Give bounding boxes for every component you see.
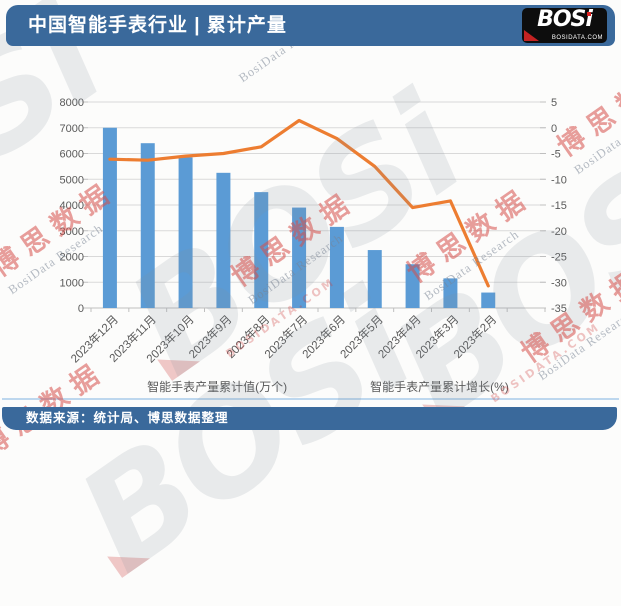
left-axis-tick-label: 8000	[60, 97, 84, 109]
bosi-logo-domain: BOSIDATA.COM	[551, 35, 603, 41]
bar	[254, 192, 269, 308]
legend-line-swatch-icon	[333, 384, 363, 388]
bar	[443, 278, 458, 308]
page-footer: 数据来源：统计局、博思数据整理	[2, 407, 617, 430]
legend-bar-swatch-icon	[112, 381, 140, 391]
legend-label: 智能手表产量累计值(万个)	[147, 379, 288, 394]
left-axis-tick-label: 4000	[60, 200, 84, 212]
page-header: 中国智能手表行业 | 累计产量 BOSi BOSIDATA.COM	[6, 5, 615, 46]
chart-plot: 8000 7000 6000 5000 4000 3000 2000 1000 0 5 0 -5 -10…	[60, 97, 567, 366]
bar	[140, 143, 155, 308]
legend-label: 智能手表产量累计增长(%)	[370, 379, 509, 394]
bar	[292, 207, 307, 308]
left-axis-tick-label: 2000	[60, 252, 84, 264]
right-axis-tick-label: -5	[551, 149, 561, 161]
right-axis-tick-label: -20	[551, 226, 567, 238]
watermark-logo-triangle	[107, 537, 150, 578]
bar	[216, 172, 231, 308]
bar	[102, 127, 117, 308]
logo-red-dot-icon	[587, 12, 591, 16]
left-axis-tick-label: 5000	[60, 174, 84, 186]
right-axis-tick-label: -10	[551, 174, 567, 186]
chart-area: 8000 7000 6000 5000 4000 3000 2000 1000 0 5 0 -5 -10…	[0, 95, 621, 387]
left-axis-tick-label: 1000	[60, 277, 84, 289]
left-axis-tick-label: 3000	[60, 226, 84, 238]
right-axis-tick-label: -35	[551, 303, 567, 315]
chart-legend: 智能手表产量累计值(万个) 智能手表产量累计增长(%)	[0, 377, 621, 395]
bar	[329, 226, 344, 308]
right-axis-tick-label: -25	[551, 252, 567, 264]
bar	[178, 157, 193, 308]
logo-red-triangle-icon	[524, 30, 539, 41]
legend-item-bars: 智能手表产量累计值(万个)	[112, 378, 287, 395]
legend-item-line: 智能手表产量累计增长(%)	[333, 378, 509, 395]
data-source-text: 数据来源：统计局、博思数据整理	[26, 411, 229, 425]
bosi-logo: BOSi BOSIDATA.COM	[522, 8, 607, 43]
bar	[405, 264, 420, 308]
page-title: 中国智能手表行业 | 累计产量	[28, 15, 287, 36]
bosi-logo-text: BOSi	[537, 8, 593, 32]
left-axis-tick-label: 7000	[60, 123, 84, 135]
left-axis-tick-label: 0	[78, 303, 84, 315]
footer-separator	[2, 398, 619, 400]
right-axis-tick-label: -15	[551, 200, 567, 212]
right-axis-tick-label: -30	[551, 277, 567, 289]
bar	[367, 250, 382, 308]
trend-line	[108, 118, 490, 288]
bar	[481, 292, 496, 308]
right-axis-tick-label: 5	[551, 97, 557, 109]
left-axis-tick-label: 6000	[60, 149, 84, 161]
right-axis-tick-label: 0	[551, 123, 557, 135]
